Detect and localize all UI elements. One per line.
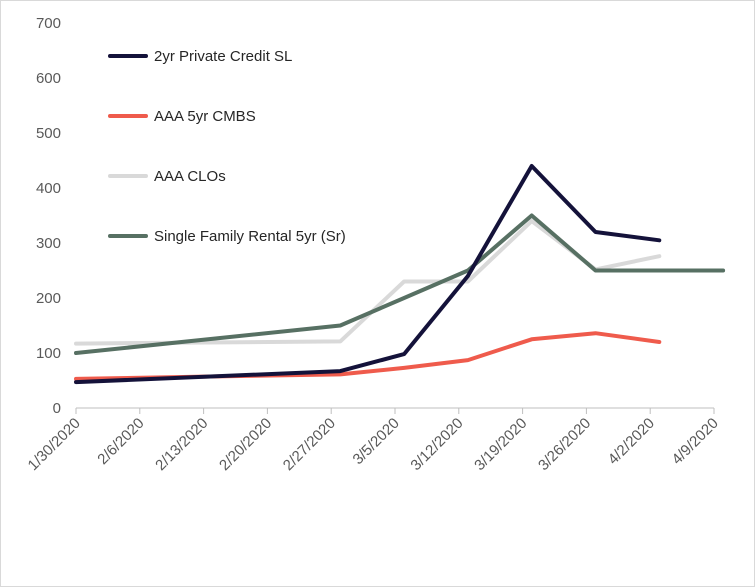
y-tick-label: 0: [53, 400, 61, 417]
series-line-1: [74, 164, 662, 385]
x-tick-label: 4/9/2020: [669, 415, 722, 468]
legend-label: 2yr Private Credit SL: [154, 48, 292, 65]
legend-label: AAA 5yr CMBS: [154, 108, 256, 125]
y-tick-label: 700: [36, 15, 61, 32]
y-tick-label: 600: [36, 70, 61, 87]
x-tick-label: 3/12/2020: [407, 415, 466, 474]
y-tick-label: 100: [36, 345, 61, 362]
x-tick-label: 3/26/2020: [535, 415, 594, 474]
y-tick-label: 200: [36, 290, 61, 307]
x-tick-label: 1/30/2020: [25, 415, 84, 474]
y-tick-label: 500: [36, 125, 61, 142]
x-tick-label: 2/6/2020: [94, 415, 147, 468]
legend-label: AAA CLOs: [154, 168, 226, 185]
x-tick-label: 2/20/2020: [216, 415, 275, 474]
series-line-4: [74, 213, 726, 355]
x-tick-label: 4/2/2020: [605, 415, 658, 468]
series-line-2: [74, 331, 662, 381]
x-tick-label: 3/19/2020: [471, 415, 530, 474]
x-tick-label: 2/13/2020: [152, 415, 211, 474]
legend-label: Single Family Rental 5yr (Sr): [154, 228, 346, 245]
y-tick-label: 400: [36, 180, 61, 197]
x-tick-label: 3/5/2020: [350, 415, 403, 468]
y-tick-label: 300: [36, 235, 61, 252]
x-tick-label: 2/27/2020: [280, 415, 339, 474]
